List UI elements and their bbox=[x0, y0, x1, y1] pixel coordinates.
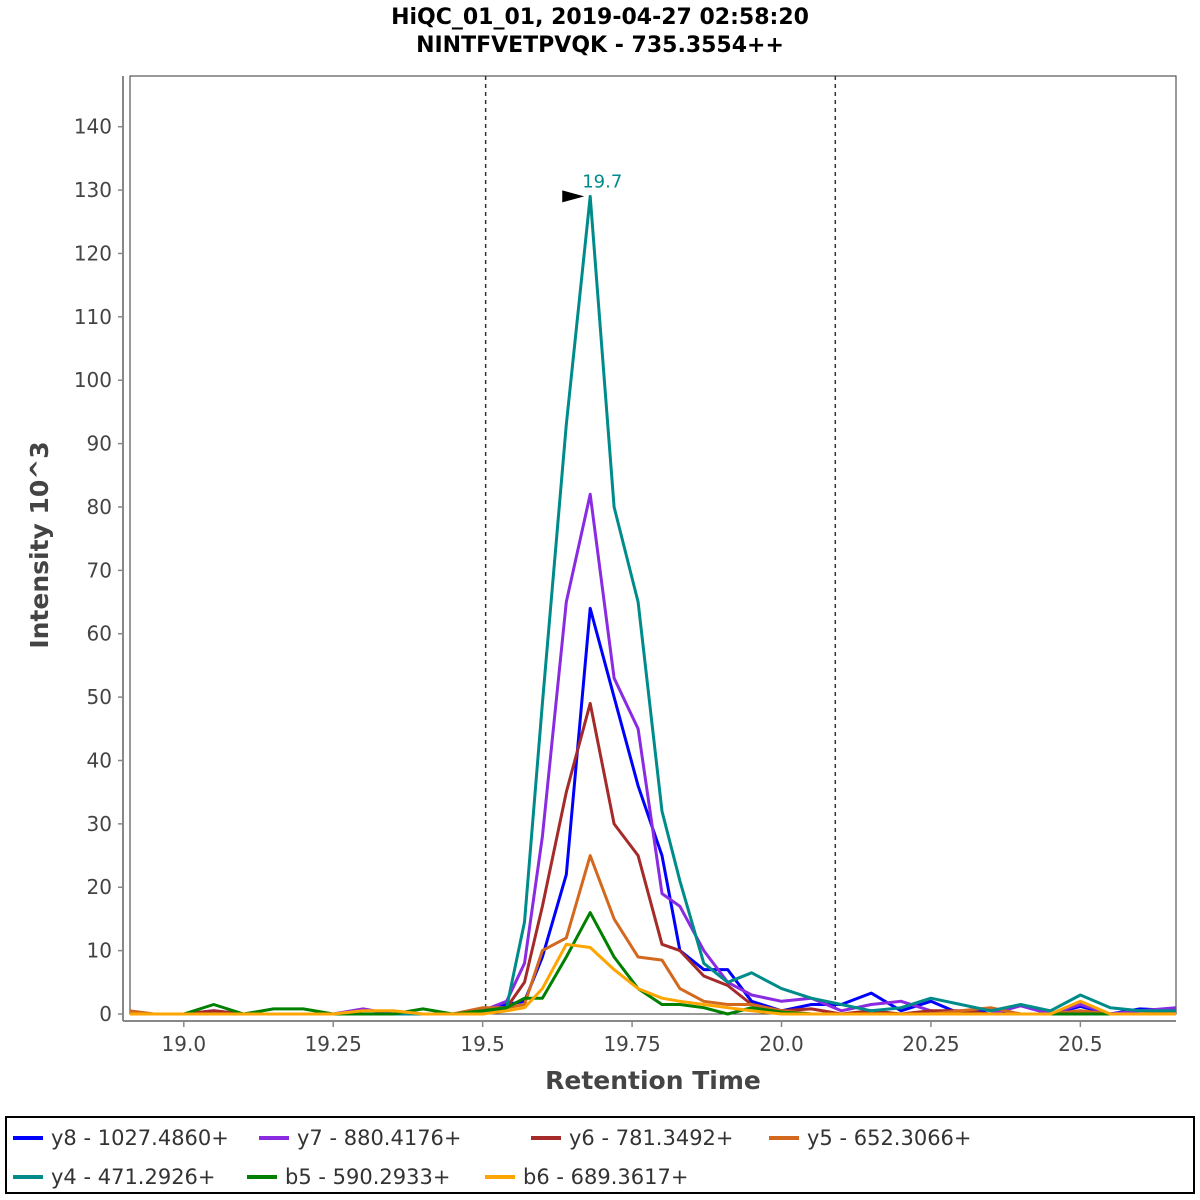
x-tick-label: 20.5 bbox=[1058, 1032, 1103, 1056]
series-line-6 bbox=[130, 942, 1176, 1016]
legend-swatch bbox=[247, 1175, 277, 1179]
legend-label: b5 - 590.2933+ bbox=[285, 1165, 451, 1189]
y-tick-label: 50 bbox=[87, 685, 112, 709]
chart-subtitle: NINTFVETPVQK - 735.3554++ bbox=[416, 33, 784, 58]
legend-label: b6 - 689.3617+ bbox=[523, 1165, 689, 1189]
legend-swatch bbox=[769, 1136, 799, 1140]
y-tick-label: 90 bbox=[87, 432, 112, 456]
x-tick-label: 19.75 bbox=[603, 1032, 660, 1056]
legend-item-2: y6 - 781.3492+ bbox=[531, 1125, 734, 1151]
y-tick-label: 70 bbox=[87, 558, 112, 582]
legend-swatch bbox=[13, 1136, 43, 1140]
legend-label: y7 - 880.4176+ bbox=[297, 1126, 462, 1150]
legend-item-4: y4 - 471.2926+ bbox=[13, 1164, 216, 1190]
y-tick-label: 140 bbox=[74, 115, 112, 139]
y-tick-label: 100 bbox=[74, 368, 112, 392]
legend-swatch bbox=[13, 1175, 43, 1179]
y-tick-label: 80 bbox=[87, 495, 112, 519]
legend-label: y8 - 1027.4860+ bbox=[51, 1126, 229, 1150]
y-tick-label: 20 bbox=[87, 875, 112, 899]
legend-swatch bbox=[485, 1175, 515, 1179]
legend-swatch bbox=[259, 1136, 289, 1140]
legend-item-3: y5 - 652.3066+ bbox=[769, 1125, 972, 1151]
x-axis-label: Retention Time bbox=[545, 1066, 761, 1095]
peak-label: 19.7 bbox=[582, 171, 622, 192]
y-tick-label: 10 bbox=[87, 939, 112, 963]
legend-item-1: y7 - 880.4176+ bbox=[259, 1125, 462, 1151]
x-tick-label: 19.5 bbox=[460, 1032, 505, 1056]
y-tick-label: 130 bbox=[74, 178, 112, 202]
peak-arrow bbox=[562, 190, 585, 203]
x-tick-label: 19.0 bbox=[162, 1032, 207, 1056]
legend-label: y4 - 471.2926+ bbox=[51, 1165, 216, 1189]
plot-area bbox=[129, 75, 1177, 1015]
axes: 0 10 20 30 40 50 60 70 80 90 100 110 120 130 140 19.0 19… bbox=[74, 76, 1176, 1056]
peak-annotation: 19.7 bbox=[562, 171, 622, 203]
y-tick-label: 110 bbox=[74, 305, 112, 329]
series-lines bbox=[129, 194, 1177, 1016]
y-tick-label: 0 bbox=[99, 1002, 112, 1026]
y-tick-label: 60 bbox=[87, 622, 112, 646]
y-tick-label: 40 bbox=[87, 748, 112, 772]
x-tick-label: 20.0 bbox=[759, 1032, 804, 1056]
legend-swatch bbox=[531, 1136, 561, 1140]
x-tick-label: 20.25 bbox=[902, 1032, 959, 1056]
legend-label: y5 - 652.3066+ bbox=[807, 1126, 972, 1150]
y-axis-label: Intensity 10^3 bbox=[25, 441, 54, 648]
legend: y8 - 1027.4860+ y7 - 880.4176+ y6 - 781.34… bbox=[5, 1116, 1195, 1194]
y-tick-label: 30 bbox=[87, 812, 112, 836]
chart-title: HiQC_01_01, 2019-04-27 02:58:20 bbox=[391, 5, 809, 30]
legend-label: y6 - 781.3492+ bbox=[569, 1126, 734, 1150]
legend-item-6: b6 - 689.3617+ bbox=[485, 1164, 688, 1190]
x-tick-label: 19.25 bbox=[305, 1032, 362, 1056]
legend-item-0: y8 - 1027.4860+ bbox=[13, 1125, 229, 1151]
y-tick-label: 120 bbox=[74, 241, 112, 265]
legend-item-5: b5 - 590.2933+ bbox=[247, 1164, 450, 1190]
